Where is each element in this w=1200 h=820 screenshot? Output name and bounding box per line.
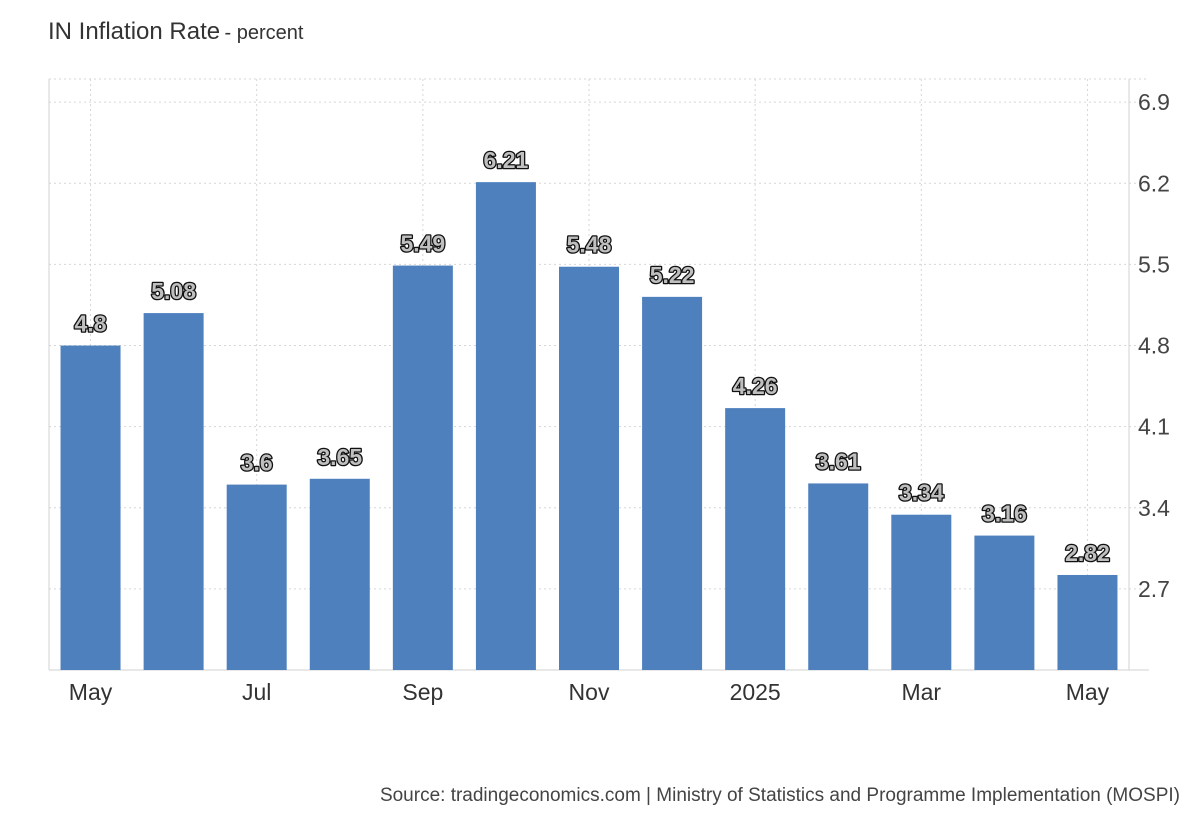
data-label-10: 3.61 — [816, 448, 861, 474]
bar-3 — [226, 484, 287, 670]
bar-10 — [808, 483, 869, 670]
y-tick-label: 2.7 — [1138, 576, 1170, 602]
bar-8 — [642, 296, 703, 670]
bar-2 — [143, 313, 204, 670]
bar-4 — [309, 478, 370, 670]
data-label-11: 3.34 — [899, 480, 944, 506]
chart-title-wrap: IN Inflation Rate - percent — [48, 18, 303, 46]
x-tick-label: 2025 — [730, 679, 781, 705]
data-label-2: 5.08 — [151, 278, 196, 304]
bar-7 — [559, 266, 619, 670]
y-tick-label: 5.5 — [1138, 251, 1170, 277]
y-tick-label: 3.4 — [1138, 495, 1170, 521]
x-tick-label: May — [69, 679, 113, 705]
data-label-9: 4.26 — [733, 373, 778, 399]
data-label-1: 4.8 — [75, 311, 107, 337]
bar-13 — [1057, 574, 1118, 670]
x-tick-label: Nov — [569, 679, 610, 705]
data-label-4: 3.65 — [317, 444, 362, 470]
data-label-6: 6.21 — [484, 147, 529, 173]
data-label-12: 3.16 — [982, 501, 1027, 527]
x-tick-label: May — [1066, 679, 1110, 705]
bar-9 — [725, 408, 786, 670]
data-label-13: 2.82 — [1065, 540, 1110, 566]
data-label-3: 3.6 — [241, 450, 273, 476]
chart-subtitle: - percent — [224, 22, 304, 44]
y-tick-label: 4.8 — [1138, 333, 1170, 359]
chart-source: Source: tradingeconomics.com | Ministry … — [379, 785, 1180, 806]
y-tick-label: 6.9 — [1138, 89, 1170, 115]
bar-5 — [392, 265, 453, 670]
data-label-8: 5.22 — [650, 262, 695, 288]
data-label-7: 5.48 — [567, 232, 612, 258]
y-tick-label: 6.2 — [1138, 170, 1170, 196]
bar-6 — [475, 182, 536, 670]
bar-12 — [974, 535, 1035, 670]
x-tick-label: Sep — [402, 679, 443, 705]
chart-title: IN Inflation Rate — [48, 18, 221, 45]
bar-11 — [891, 514, 952, 670]
data-label-5: 5.49 — [400, 231, 445, 257]
y-tick-label: 4.1 — [1138, 414, 1170, 440]
x-tick-label: Jul — [242, 679, 271, 705]
x-tick-label: Mar — [901, 679, 941, 705]
bar-1 — [60, 345, 121, 670]
